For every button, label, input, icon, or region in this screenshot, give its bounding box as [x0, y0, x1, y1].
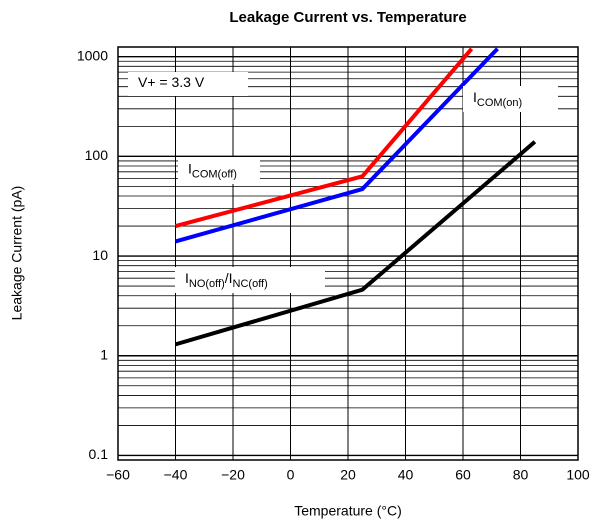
y-tick-label: 100: [85, 147, 109, 163]
annotation-text: /I: [225, 270, 233, 286]
annotation-subscript: COM(on): [477, 97, 522, 109]
y-tick-label: 10: [92, 247, 108, 263]
x-tick-label: 60: [455, 467, 471, 483]
x-tick-label: 40: [398, 467, 414, 483]
series-line: [174, 47, 474, 228]
plot-frame: [117, 46, 579, 461]
annotation-subscript: NC(off): [233, 278, 268, 290]
y-tick-label: 1000: [77, 47, 108, 63]
annotation-subscript: COM(off): [192, 168, 237, 180]
series-line: [174, 47, 499, 244]
x-tick-label: −40: [164, 467, 188, 483]
series-line: [174, 140, 537, 347]
x-tick-label: −20: [221, 467, 245, 483]
y-axis-label: Leakage Current (pA): [9, 186, 25, 321]
annotation: ICOM(off): [188, 160, 237, 180]
y-tick-label: 1: [100, 346, 108, 362]
annotation-text: I: [185, 270, 189, 286]
chart-title: Leakage Current vs. Temperature: [229, 9, 466, 26]
x-tick-label: −60: [106, 467, 130, 483]
y-tick-label: 0.1: [89, 446, 109, 462]
annotation-subscript: NO(off): [189, 278, 225, 290]
annotation-box: [178, 157, 260, 184]
x-tick-label: 100: [566, 467, 590, 483]
annotation-text: I: [188, 160, 192, 176]
annotation-text: V+ = 3.3 V: [138, 74, 205, 90]
annotation-text: I: [473, 89, 477, 105]
annotation: INO(off)/INC(off): [185, 270, 268, 290]
annotation-box: [175, 267, 325, 293]
annotation-box: [128, 72, 248, 96]
annotation-box: [463, 86, 558, 112]
x-tick-label: 0: [287, 467, 295, 483]
x-tick-label: 20: [340, 467, 356, 483]
annotation: ICOM(on): [473, 89, 522, 109]
x-tick-label: 80: [513, 467, 529, 483]
x-axis-label: Temperature (°C): [294, 503, 402, 519]
annotation: V+ = 3.3 V: [138, 74, 205, 90]
